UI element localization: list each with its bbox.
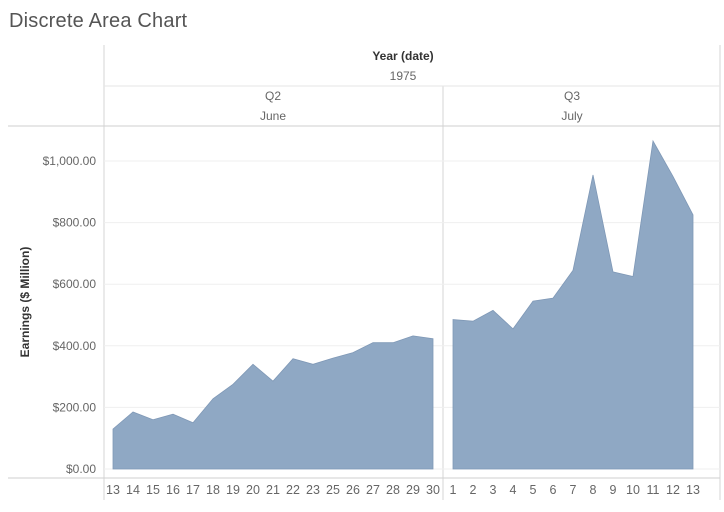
x-tick-label: 2 — [470, 483, 477, 497]
x-tick-label: 18 — [206, 483, 220, 497]
x-tick-label: 22 — [286, 483, 300, 497]
y-tick-label: $400.00 — [53, 339, 97, 353]
x-tick-label: 3 — [490, 483, 497, 497]
x-tick-label: 16 — [166, 483, 180, 497]
x-tick-label: 12 — [666, 483, 680, 497]
x-tick-label: 14 — [126, 483, 140, 497]
panel-quarter-q2: Q2 — [265, 89, 281, 103]
x-tick-label: 8 — [590, 483, 597, 497]
x-tick-label: 13 — [106, 483, 120, 497]
x-tick-label: 13 — [686, 483, 700, 497]
x-tick-label: 21 — [266, 483, 280, 497]
x-axis-ticks: 13 14 15 16 17 18 19 20 21 22 23 25 26 27 28 29 30 1 2 3 4 5 6… — [106, 483, 700, 497]
panel-quarter-q3: Q3 — [564, 89, 580, 103]
y-tick-label: $200.00 — [53, 400, 97, 414]
x-tick-label: 30 — [426, 483, 440, 497]
x-tick-label: 1 — [450, 483, 457, 497]
y-tick-label: $0.00 — [66, 462, 96, 476]
panel-month-july: July — [561, 109, 582, 123]
year-value: 1975 — [390, 69, 417, 83]
y-axis-label: Earnings ($ Million) — [18, 247, 32, 358]
x-tick-label: 20 — [246, 483, 260, 497]
area-july — [452, 139, 694, 470]
y-tick-label: $1,000.00 — [43, 154, 97, 168]
panel-month-june: June — [260, 109, 286, 123]
x-tick-label: 11 — [647, 483, 660, 497]
x-tick-label: 19 — [226, 483, 240, 497]
x-tick-label: 23 — [306, 483, 320, 497]
year-header-label: Year (date) — [372, 49, 433, 63]
x-tick-label: 7 — [570, 483, 577, 497]
x-tick-label: 26 — [346, 483, 360, 497]
x-tick-label: 25 — [326, 483, 340, 497]
x-tick-label: 17 — [186, 483, 200, 497]
y-axis-ticks: $0.00 $200.00 $400.00 $600.00 $800.00 $1,000.… — [43, 154, 97, 476]
frame-lines — [8, 45, 721, 500]
x-tick-label: 6 — [550, 483, 557, 497]
x-tick-label: 29 — [406, 483, 420, 497]
area-series — [112, 139, 694, 470]
chart-title: Discrete Area Chart — [9, 10, 188, 32]
y-tick-label: $600.00 — [53, 277, 97, 291]
x-tick-label: 15 — [146, 483, 160, 497]
y-tick-label: $800.00 — [53, 216, 97, 230]
x-tick-label: 9 — [610, 483, 617, 497]
x-tick-label: 10 — [626, 483, 640, 497]
x-tick-label: 4 — [510, 483, 517, 497]
x-tick-label: 28 — [386, 483, 400, 497]
x-tick-label: 5 — [530, 483, 537, 497]
x-tick-label: 27 — [366, 483, 380, 497]
area-june — [112, 335, 434, 470]
